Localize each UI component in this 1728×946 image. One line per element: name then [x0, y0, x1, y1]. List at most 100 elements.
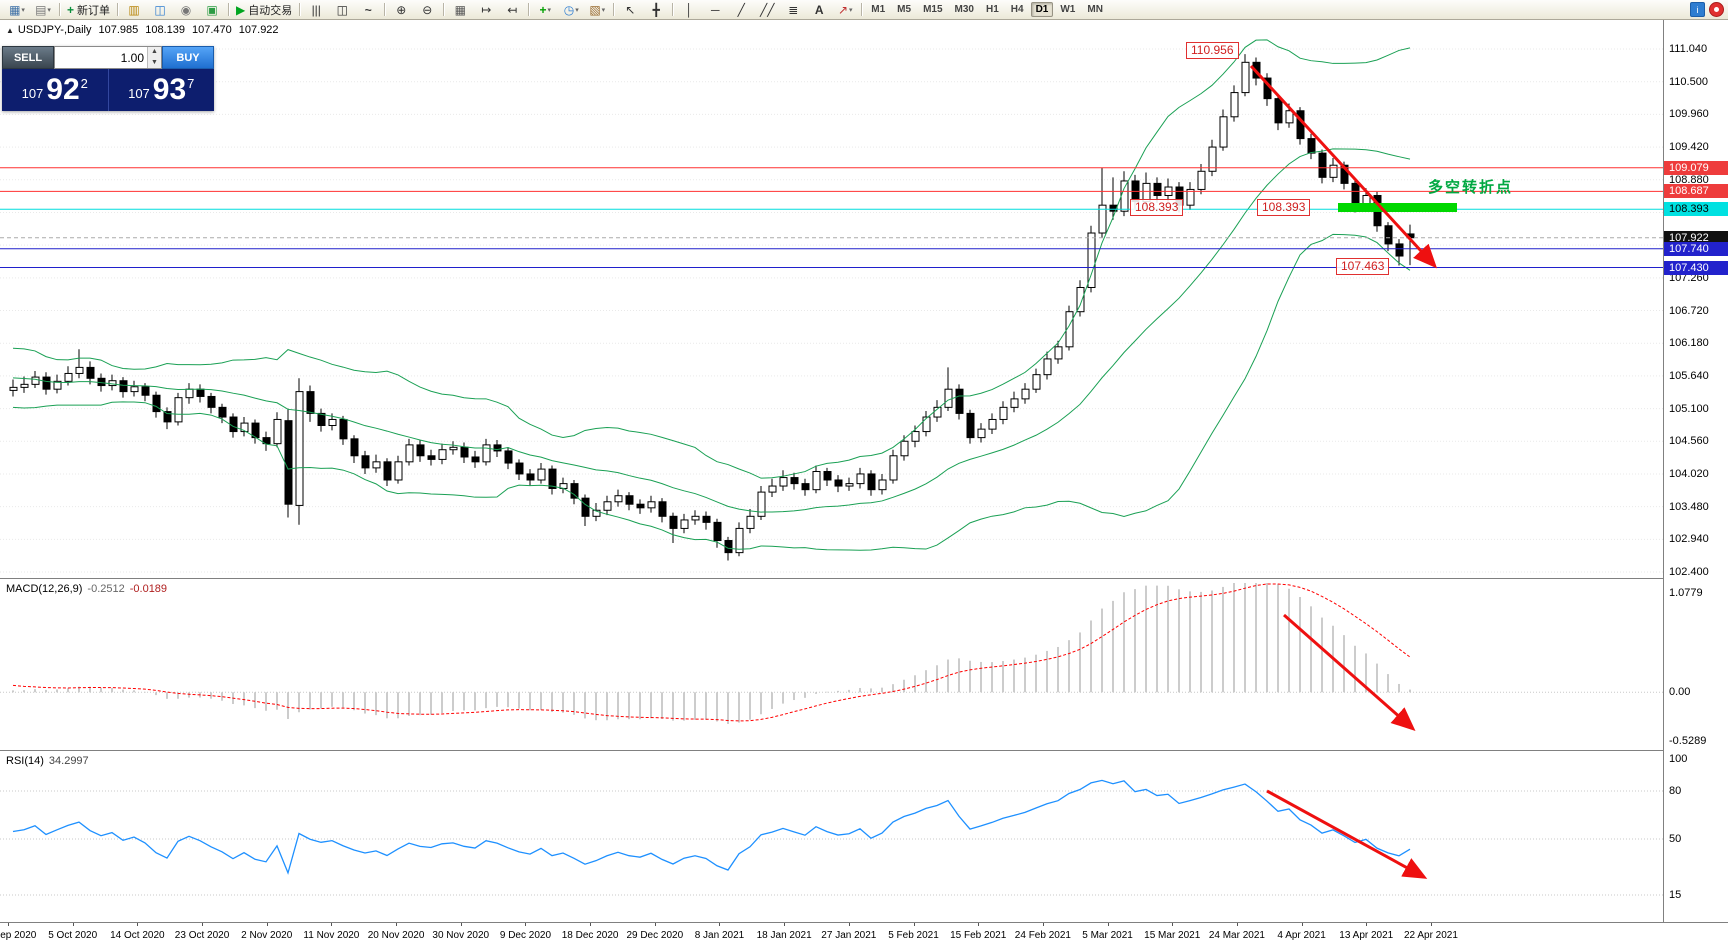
price-badge: 108.393	[1664, 202, 1728, 217]
timeframe-h4[interactable]: H4	[1010, 4, 1024, 15]
rsi-scale-label: 50	[1669, 833, 1682, 845]
date-label: 5 Oct 2020	[48, 930, 98, 941]
timeframe-m15[interactable]: M15	[923, 4, 943, 15]
highlight-zone[interactable]	[1338, 203, 1457, 212]
bar-chart-icon[interactable]: |||	[304, 1, 328, 19]
templates-icon[interactable]: ▧ ▾	[585, 1, 609, 19]
community-icon[interactable]: i	[1690, 2, 1705, 17]
sell-price-handle: 107	[21, 85, 44, 101]
timeframe-d1[interactable]: D1	[1030, 2, 1054, 17]
cursor-icon[interactable]: ↖	[618, 1, 642, 19]
macd-pane-canvas[interactable]	[0, 579, 1663, 750]
new-chart-icon: ▦	[9, 2, 21, 17]
date-tick	[396, 923, 398, 926]
macd-main-value: -0.2512	[87, 583, 125, 595]
notification-icon[interactable]	[1709, 2, 1724, 17]
date-tick	[72, 923, 74, 926]
buy-price-display[interactable]: 107 93 7	[109, 69, 215, 111]
buy-button[interactable]: BUY	[162, 46, 214, 69]
rsi-name: RSI(14)	[6, 755, 44, 767]
volume-value[interactable]: 1.00	[120, 51, 144, 65]
date-tick	[913, 923, 915, 926]
date-tick	[266, 923, 268, 926]
crosshair-icon[interactable]: ╋	[644, 1, 668, 19]
price-scale-label: 109.960	[1669, 108, 1709, 121]
date-label: 27 Jan 2021	[821, 930, 877, 941]
buy-price-big: 93	[152, 73, 187, 106]
horizontal-line-icon[interactable]: ─	[703, 1, 727, 19]
tile-windows-icon[interactable]: ▦	[448, 1, 472, 19]
trend-arrow[interactable]	[1249, 64, 1438, 269]
rsi-pane-canvas[interactable]	[0, 751, 1663, 922]
text-icon[interactable]: A	[807, 1, 831, 19]
trendline-icon[interactable]: ╱	[729, 1, 753, 19]
terminal-icon: ▣	[206, 2, 218, 17]
terminal-icon[interactable]: ▣	[200, 1, 224, 19]
date-tick	[525, 923, 527, 926]
macd-name: MACD(12,26,9)	[6, 583, 83, 595]
vertical-line-icon[interactable]: │	[677, 1, 701, 19]
price-annotation[interactable]: 108.393	[1257, 199, 1311, 216]
date-label: 15 Mar 2021	[1144, 930, 1201, 941]
navigator-icon[interactable]: ◉	[174, 1, 198, 19]
timeframe-m5[interactable]: M5	[897, 4, 912, 15]
periods-icon: ◷	[563, 2, 575, 17]
zoom-out-icon[interactable]: ⊖	[415, 1, 439, 19]
zoom-in-icon: ⊕	[396, 2, 407, 17]
sell-button[interactable]: SELL	[2, 46, 54, 69]
price-annotation[interactable]: 107.463	[1336, 258, 1390, 275]
pane-separator[interactable]	[0, 750, 1728, 751]
volume-input[interactable]: 1.00 ▲ ▼	[54, 46, 162, 69]
trend-arrow[interactable]	[1283, 613, 1416, 731]
data-window-icon[interactable]: ◫	[148, 1, 172, 19]
toolbar-separator	[384, 3, 386, 16]
market-watch-icon[interactable]: ▥	[122, 1, 146, 19]
text-annotation[interactable]: 多空转折点	[1428, 179, 1514, 196]
indicators-icon[interactable]: + ▾	[533, 1, 557, 19]
date-label: 13 Apr 2021	[1339, 930, 1394, 941]
date-tick	[654, 923, 656, 926]
date-tick	[1236, 923, 1238, 926]
new-order-button[interactable]: + 新订单	[64, 1, 113, 19]
price-scale-label: 102.400	[1669, 566, 1709, 578]
sell-price-display[interactable]: 107 92 2	[2, 69, 109, 111]
volume-up-button[interactable]: ▲	[148, 47, 161, 58]
volume-down-button[interactable]: ▼	[148, 57, 161, 68]
channel-icon[interactable]: ╱╱	[755, 1, 779, 19]
fibonacci-icon[interactable]: ≣	[781, 1, 805, 19]
date-label: 23 Oct 2020	[174, 930, 230, 941]
candlestick-icon[interactable]: ◫	[330, 1, 354, 19]
auto-scroll-icon[interactable]: ↦	[474, 1, 498, 19]
price-annotation[interactable]: 110.956	[1186, 42, 1239, 59]
date-label: 29 Dec 2020	[626, 930, 684, 941]
ohlc-close: 107.922	[238, 24, 279, 36]
date-label: 30 Nov 2020	[432, 930, 490, 941]
pane-separator[interactable]	[0, 578, 1728, 579]
rsi-scale-label: 15	[1669, 889, 1682, 901]
date-label: 11 Nov 2020	[303, 930, 360, 941]
timeframe-m30[interactable]: M30	[954, 4, 974, 15]
timeframe-mn[interactable]: MN	[1087, 4, 1103, 15]
macd-scale-label: 0.00	[1669, 686, 1691, 699]
price-annotation[interactable]: 108.393	[1130, 199, 1184, 216]
periods-icon[interactable]: ◷ ▾	[559, 1, 583, 19]
autotrading-button[interactable]: ▶ 自动交易	[233, 1, 295, 19]
timeframe-h1[interactable]: H1	[985, 4, 999, 15]
profiles-icon[interactable]: ▤ ▾	[31, 1, 55, 19]
new-chart-icon[interactable]: ▦ ▾	[5, 1, 29, 19]
date-tick	[784, 923, 786, 926]
date-axis[interactable]: 26 Sep 2020 5 Oct 2020 14 Oct 2020 23 Oct 2…	[0, 922, 1728, 946]
auto-scroll-icon: ↦	[481, 2, 492, 17]
zoom-in-icon[interactable]: ⊕	[389, 1, 413, 19]
chevron-down-icon: ▾	[575, 6, 579, 14]
toolbar-right: i	[1690, 2, 1724, 17]
arrows-icon[interactable]: ↗ ▾	[833, 1, 857, 19]
line-chart-icon[interactable]: ~	[356, 1, 380, 19]
channel-icon: ╱╱	[760, 2, 775, 17]
timeframe-w1[interactable]: W1	[1060, 4, 1076, 15]
trend-arrow[interactable]	[1266, 789, 1428, 879]
chart-shift-icon[interactable]: ↤	[500, 1, 524, 19]
price-scale[interactable]: 111.040 110.500 109.960 109.420 108.880 107.2…	[1663, 20, 1728, 922]
timeframe-m1[interactable]: M1	[871, 4, 886, 15]
